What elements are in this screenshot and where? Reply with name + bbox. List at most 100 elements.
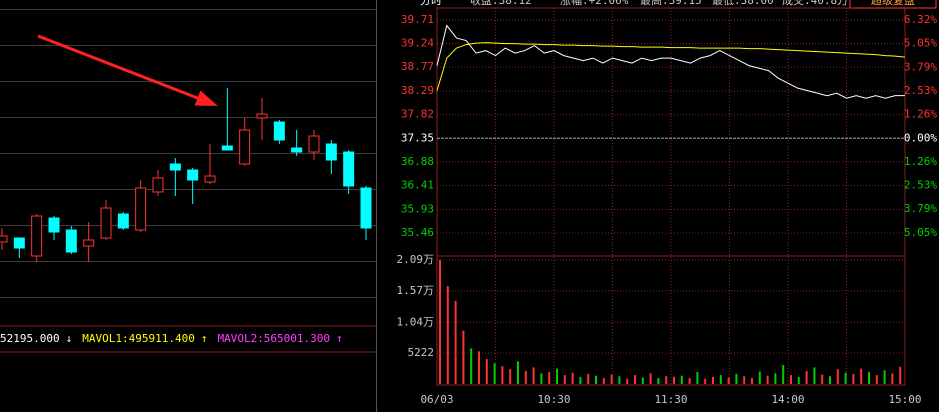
volume-bar bbox=[548, 372, 551, 384]
volume-bar bbox=[626, 378, 629, 384]
x-tick-label: 11:30 bbox=[654, 393, 687, 406]
volume-bar bbox=[883, 370, 886, 384]
volume-bar bbox=[509, 369, 512, 384]
candle-body bbox=[360, 187, 372, 229]
candle-body bbox=[100, 207, 112, 239]
y2-tick-label: 3.79% bbox=[904, 202, 937, 215]
y-tick-label: 1.57万 bbox=[397, 284, 435, 297]
indicator-arrow: ↓ bbox=[66, 332, 73, 345]
volume-bar bbox=[766, 375, 769, 384]
indicator-arrow: ↑ bbox=[336, 332, 343, 345]
volume-bar bbox=[860, 368, 863, 384]
price-line bbox=[436, 24, 905, 99]
candle-body bbox=[325, 143, 337, 161]
volume-bar bbox=[688, 378, 691, 384]
volume-bar bbox=[829, 376, 831, 384]
y-tick-label: 1.04万 bbox=[397, 315, 435, 328]
volume-bar bbox=[790, 375, 792, 384]
header-item: 涨幅:+2.06% bbox=[560, 0, 629, 7]
candle-body bbox=[0, 235, 8, 243]
y-tick-label: 35.46 bbox=[401, 226, 434, 239]
volume-bar bbox=[649, 373, 652, 384]
y-tick-label: 38.77 bbox=[401, 60, 434, 73]
y-tick-label: 36.88 bbox=[401, 155, 434, 168]
candle-body bbox=[13, 237, 25, 249]
volume-bar bbox=[517, 361, 519, 384]
volume-bar bbox=[852, 373, 855, 384]
y-tick-label: 5222 bbox=[408, 346, 435, 359]
y2-tick-label: 3.79% bbox=[904, 60, 937, 73]
candle-body bbox=[117, 213, 129, 229]
volume-bar bbox=[727, 377, 730, 384]
candle-body bbox=[187, 169, 199, 181]
y2-tick-label: 1.26% bbox=[904, 155, 937, 168]
volume-bar bbox=[485, 359, 488, 384]
header-item: 最低:38.00 bbox=[712, 0, 774, 7]
candle-body bbox=[83, 239, 95, 247]
volume-bar bbox=[813, 367, 816, 384]
header-item: 成交:40.8万 bbox=[782, 0, 848, 7]
y2-tick-label: 0.00% bbox=[904, 131, 937, 144]
volume-bar bbox=[797, 376, 800, 384]
y-tick-label: 37.82 bbox=[401, 108, 434, 121]
button[interactable]: 超级复盘 bbox=[871, 0, 915, 7]
volume-bar bbox=[719, 375, 722, 384]
volume-bar bbox=[774, 373, 777, 384]
volume-bar bbox=[836, 369, 839, 384]
plot-frame bbox=[436, 7, 906, 386]
y-tick-label: 36.41 bbox=[401, 178, 434, 191]
annotation-arrow-head bbox=[194, 90, 218, 106]
y-tick-label: 2.09万 bbox=[397, 253, 435, 266]
volume-bar bbox=[665, 376, 668, 384]
volume-bar bbox=[891, 373, 894, 384]
candle-body bbox=[239, 129, 251, 165]
volume-bar bbox=[735, 373, 738, 384]
indicator-value: MAVOL2:565001.300 bbox=[217, 332, 330, 345]
y2-tick-label: 6.32% bbox=[904, 13, 937, 26]
button-frame bbox=[849, 0, 937, 9]
volume-bar bbox=[501, 366, 504, 384]
volume-bar bbox=[524, 370, 527, 384]
volume-bar bbox=[641, 377, 644, 384]
x-tick-label: 14:00 bbox=[771, 393, 804, 406]
y2-tick-label: 5.05% bbox=[904, 226, 937, 239]
x-tick-label: 15:00 bbox=[888, 393, 921, 406]
volume-bar bbox=[875, 375, 878, 384]
y2-tick-label: 2.53% bbox=[904, 179, 937, 192]
volume-bar bbox=[657, 378, 660, 384]
candle-body bbox=[31, 215, 43, 257]
candle-body bbox=[291, 147, 303, 153]
volume-bar bbox=[704, 378, 707, 384]
volume-bar bbox=[462, 330, 465, 384]
y-tick-label: 39.24 bbox=[401, 37, 434, 50]
volume-bar bbox=[680, 375, 683, 384]
volume-bar bbox=[618, 376, 621, 384]
candle-body bbox=[308, 135, 320, 153]
candle-body bbox=[169, 163, 181, 171]
volume-bar bbox=[751, 378, 753, 384]
indicator-value: 52195.000 bbox=[0, 332, 60, 345]
y-tick-label: 37.35 bbox=[401, 131, 434, 144]
volume-bar bbox=[478, 351, 480, 384]
volume-bar bbox=[805, 370, 808, 384]
candle-body bbox=[273, 121, 285, 141]
candle-body bbox=[65, 229, 77, 253]
candle-body bbox=[204, 175, 216, 183]
y-tick-label: 35.93 bbox=[401, 202, 434, 215]
volume-bar bbox=[758, 371, 761, 384]
volume-bar bbox=[844, 372, 847, 384]
header-item: 收盘:38.12 bbox=[470, 0, 532, 7]
volume-bar bbox=[439, 259, 441, 384]
volume-bar bbox=[571, 372, 574, 384]
price-line bbox=[436, 42, 906, 91]
y-tick-label: 39.71 bbox=[401, 13, 434, 26]
volume-bar bbox=[454, 300, 457, 384]
y2-tick-label: 5.05% bbox=[904, 37, 937, 50]
volume-bar bbox=[821, 374, 824, 384]
y2-tick-label: 1.26% bbox=[904, 108, 937, 121]
y2-tick-label: 2.53% bbox=[904, 84, 937, 97]
volume-bar bbox=[470, 348, 473, 384]
candle-body bbox=[343, 151, 355, 187]
